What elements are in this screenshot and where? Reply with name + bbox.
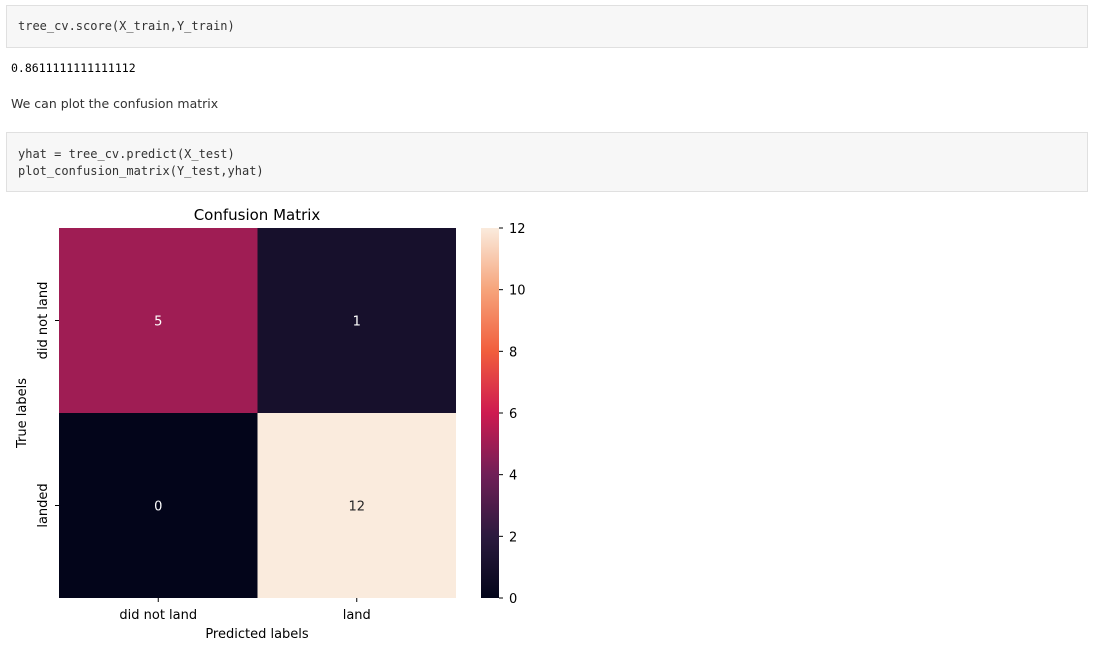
code-line: plot_confusion_matrix(Y_test,yhat) bbox=[18, 164, 264, 178]
code-line: yhat = tree_cv.predict(X_test) bbox=[18, 147, 235, 161]
code-cell-predict[interactable]: yhat = tree_cv.predict(X_test) plot_conf… bbox=[6, 132, 1088, 192]
y-tick-label: landed bbox=[36, 483, 51, 527]
cell-value-label: 0 bbox=[154, 500, 162, 515]
heatmap-cell bbox=[257, 413, 456, 598]
cell-value-label: 12 bbox=[348, 500, 365, 515]
y-tick-label: did not land bbox=[36, 282, 51, 360]
chart-title: Confusion Matrix bbox=[194, 206, 321, 224]
colorbar-tick-label: 6 bbox=[509, 407, 517, 422]
code-line: tree_cv.score(X_train,Y_train) bbox=[18, 19, 235, 33]
x-axis-label: Predicted labels bbox=[205, 627, 309, 642]
heatmap-cell bbox=[257, 228, 456, 413]
colorbar-tick-label: 8 bbox=[509, 345, 517, 360]
cell-value-label: 1 bbox=[353, 315, 361, 330]
code-cell-score[interactable]: tree_cv.score(X_train,Y_train) bbox=[6, 5, 1088, 48]
y-tick-labels: did not land landed bbox=[36, 282, 59, 528]
heatmap-cell bbox=[59, 413, 258, 598]
colorbar-tick-label: 0 bbox=[509, 592, 517, 607]
x-tick-label: did not land bbox=[119, 608, 197, 623]
y-axis-label: True labels bbox=[15, 378, 30, 449]
cell-value-label: 5 bbox=[154, 315, 162, 330]
colorbar-tick-label: 4 bbox=[509, 469, 517, 484]
colorbar bbox=[481, 228, 499, 598]
confusion-matrix-chart: Confusion Matrix 5 10 12 did not land land … bbox=[15, 206, 526, 642]
heatmap-cells: 5 1 0 12 bbox=[59, 228, 456, 598]
colorbar-ticks: 0 2 4 6 8 10 12 bbox=[499, 222, 526, 607]
x-tick-label: land bbox=[343, 608, 371, 623]
markdown-text: We can plot the confusion matrix bbox=[11, 96, 219, 111]
colorbar-tick-label: 12 bbox=[509, 222, 526, 237]
cell-output-score: 0.8611111111111112 bbox=[11, 61, 136, 75]
colorbar-tick-label: 2 bbox=[509, 530, 517, 545]
heatmap-cell bbox=[59, 228, 258, 413]
colorbar-tick-label: 10 bbox=[509, 284, 526, 299]
x-tick-labels: did not land land bbox=[119, 598, 371, 623]
